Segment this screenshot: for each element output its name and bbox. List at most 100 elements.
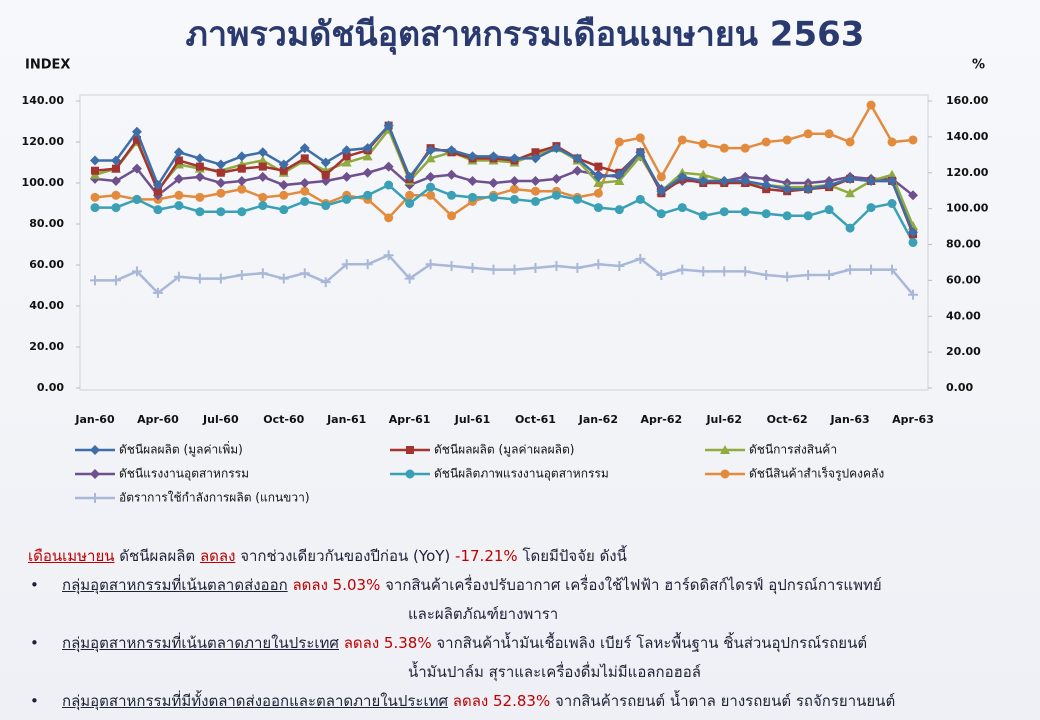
group: กลุ่มอุตสาหกรรมที่เน้นตลาดส่งออก <box>62 576 288 594</box>
point <box>614 137 624 147</box>
point <box>467 175 478 186</box>
legend-label: ดัชนีผลผลิต (มูลค่าเพิ่ม) <box>119 441 243 458</box>
point <box>383 161 394 172</box>
point <box>740 143 750 153</box>
x-tick-label: Oct-62 <box>767 413 808 426</box>
point <box>426 190 436 200</box>
direction: ลดลง <box>199 547 236 565</box>
y-tick-label: 40.00 <box>29 299 64 312</box>
point <box>446 169 457 180</box>
detail: จากสินค้ารถยนต์ น้ำตาล ยางรถยนต์ รถจักรย… <box>554 692 896 710</box>
y2-tick-label: 60.00 <box>946 273 981 286</box>
point <box>698 211 708 221</box>
point <box>342 194 352 204</box>
point <box>530 196 540 206</box>
point <box>131 163 142 174</box>
point <box>782 184 793 195</box>
point <box>467 262 478 273</box>
y-tick-label: 20.00 <box>29 340 64 353</box>
point <box>362 143 373 154</box>
point <box>300 186 310 196</box>
point <box>111 190 121 200</box>
series <box>90 120 918 238</box>
point <box>152 180 163 191</box>
change: ลดลง 5.38% <box>343 634 432 652</box>
x-tick-label: Jan-62 <box>578 413 618 426</box>
point <box>489 192 499 202</box>
point <box>216 168 225 177</box>
point <box>908 135 918 145</box>
point <box>362 259 373 270</box>
group: กลุ่มอุตสาหกรรมที่เน้นตลาดภายในประเทศ <box>62 634 339 652</box>
point <box>698 139 708 149</box>
point <box>236 151 247 162</box>
y-axis-label: INDEX <box>25 58 70 73</box>
point <box>132 135 141 144</box>
x-tick-label: Jan-61 <box>326 413 366 426</box>
point <box>237 184 247 194</box>
x-tick-label: Jan-60 <box>74 413 115 426</box>
point <box>404 171 415 182</box>
point <box>824 205 834 215</box>
series-line <box>94 102 914 220</box>
x-tick-label: Apr-62 <box>640 413 682 426</box>
point <box>321 170 330 179</box>
point <box>300 154 309 163</box>
point <box>299 143 310 154</box>
point <box>782 135 792 145</box>
y2-axis-label: % <box>972 58 985 73</box>
point <box>341 157 352 167</box>
point <box>173 271 184 282</box>
point <box>677 171 688 182</box>
point <box>908 289 918 300</box>
point <box>90 203 100 213</box>
point <box>614 169 625 180</box>
point <box>803 129 813 139</box>
x-tick-label: Jul-62 <box>705 413 742 426</box>
month: เดือนเมษายน <box>28 547 115 565</box>
point <box>299 178 310 188</box>
point <box>635 147 646 158</box>
series-line <box>94 154 914 198</box>
legend-label: อัตราการใช้กำลังการผลิต (แกนขวา) <box>119 491 310 505</box>
y-tick-label: 0.00 <box>37 381 64 394</box>
legend-marker <box>405 469 415 479</box>
point <box>803 269 814 280</box>
point <box>362 167 373 178</box>
point <box>174 201 184 211</box>
bullet: กลุ่มอุตสาหกรรมที่มีทั้งตลาดส่งออกและตลา… <box>28 687 1028 716</box>
point <box>761 180 772 191</box>
point <box>90 155 100 166</box>
point <box>887 137 897 147</box>
point <box>677 264 688 275</box>
point <box>215 178 226 188</box>
point <box>236 175 247 186</box>
point <box>216 188 226 198</box>
point <box>362 151 373 161</box>
point <box>530 186 540 196</box>
point <box>593 171 604 182</box>
point <box>300 196 310 206</box>
point <box>404 273 415 284</box>
chart-title: ภาพรวมดัชนีอุตสาหกรรมเดือนเมษายน 2563 <box>186 15 865 56</box>
legend-marker <box>90 469 100 479</box>
x-tick-label: Apr-63 <box>892 413 934 426</box>
point <box>405 199 415 208</box>
point <box>719 266 730 277</box>
point <box>698 169 709 179</box>
point <box>635 133 645 143</box>
x-tick-label: Jan-63 <box>829 413 869 426</box>
point <box>426 182 436 192</box>
bullet-continued: และผลิตภัณฑ์ยางพารา <box>408 605 559 623</box>
point <box>425 145 436 156</box>
point <box>153 187 162 196</box>
point <box>195 207 205 217</box>
point <box>174 190 184 200</box>
legend-label: ดัชนีผลผลิต (มูลค่าผลผลิต) <box>434 443 574 458</box>
x-tick-label: Apr-60 <box>137 413 179 426</box>
point <box>384 213 394 223</box>
point <box>719 207 729 217</box>
point <box>677 203 687 213</box>
series-line <box>95 183 915 244</box>
point <box>824 129 834 139</box>
